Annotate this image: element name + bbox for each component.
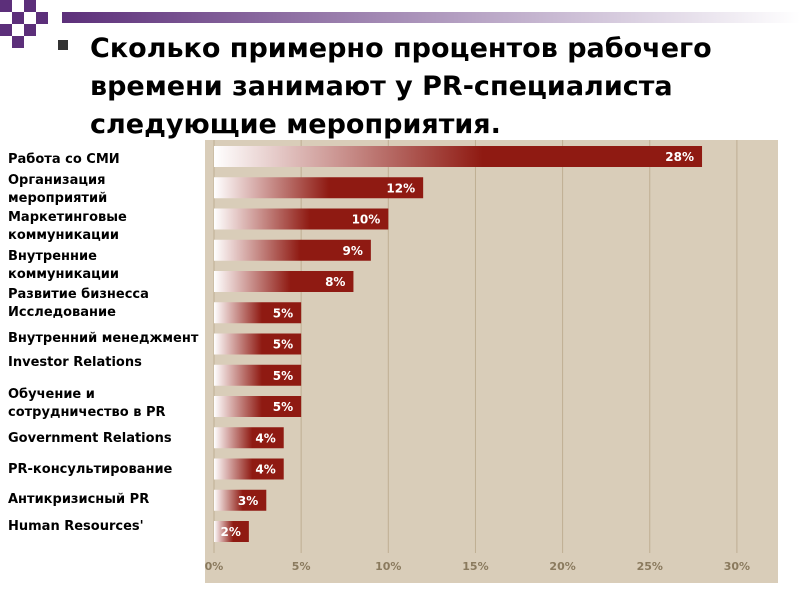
bar-chart: 0% 5% 10% 15% 20% 25% 30% 28% 12% 10% 9% 8% 5% 5% 5% 5%…: [205, 140, 778, 583]
bar: [214, 208, 389, 230]
category-label: Внутренний менеджмент: [8, 331, 199, 346]
bar: [214, 521, 249, 542]
bar-value-label: 4%: [255, 431, 275, 445]
category-label: Развитие бизнесса: [8, 287, 149, 302]
bar-value-label: 5%: [273, 400, 293, 414]
bullet-icon: [58, 40, 68, 50]
header-gradient-bar: [62, 12, 800, 23]
category-label: Антикризисный PR: [8, 492, 150, 507]
category-label: Investor Relations: [8, 355, 142, 370]
category-label: Маркетинговые коммуникации: [8, 210, 127, 243]
bar-value-label: 5%: [273, 369, 293, 383]
bar-value-label: 2%: [220, 525, 240, 539]
bar-value-label: 12%: [386, 181, 415, 195]
category-label: Исследование: [8, 305, 116, 320]
bar: [214, 146, 703, 167]
category-label: Внутренние коммуникации: [8, 249, 120, 282]
category-label: PR-консультирование: [8, 462, 173, 477]
category-label: Обучение и сотрудничество в PR: [8, 387, 166, 420]
corner-decoration: [0, 0, 60, 48]
bar: [214, 396, 302, 417]
category-label: Government Relations: [8, 431, 172, 446]
bar: [214, 239, 371, 261]
bar: [214, 458, 284, 480]
bar: [214, 302, 302, 324]
bar-value-label: 4%: [255, 463, 275, 477]
category-label: Human Resources': [8, 519, 144, 534]
bar-value-label: 9%: [342, 244, 362, 258]
x-tick-label: 25%: [637, 560, 663, 573]
bar-value-label: 8%: [325, 275, 345, 289]
title-text: Сколько примерно процентов рабочего врем…: [90, 33, 712, 140]
bar: [214, 177, 424, 199]
x-tick-label: 20%: [549, 560, 575, 573]
bar: [214, 489, 267, 511]
bar: [214, 333, 302, 355]
bar-value-label: 28%: [665, 150, 694, 164]
bar-value-label: 5%: [273, 306, 293, 320]
x-tick-label: 15%: [462, 560, 488, 573]
x-tick-label: 0%: [205, 560, 223, 573]
bar-value-label: 5%: [273, 338, 293, 352]
category-label: Организация мероприятий: [8, 173, 108, 206]
category-label: Работа со СМИ: [8, 152, 120, 167]
bar: [214, 427, 284, 449]
x-tick-label: 30%: [724, 560, 750, 573]
bar-value-label: 10%: [352, 213, 381, 227]
x-tick-label: 5%: [292, 560, 311, 573]
bar: [214, 271, 354, 292]
bar: [214, 364, 302, 386]
chart-canvas: 0% 5% 10% 15% 20% 25% 30% 28% 12% 10% 9% 8% 5% 5% 5% 5%…: [205, 140, 750, 573]
bar-value-label: 3%: [238, 494, 258, 508]
x-tick-label: 10%: [375, 560, 401, 573]
